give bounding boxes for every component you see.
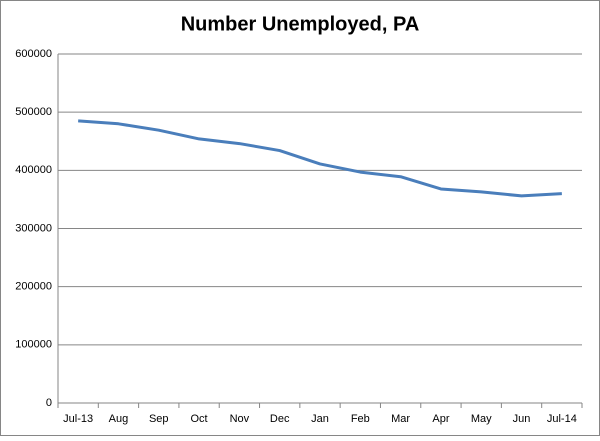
x-tick-label: Feb [351,413,370,425]
y-tick-label: 100000 [15,339,52,351]
x-tick-label: Sep [149,413,169,425]
x-tick-label: Jul-13 [63,413,93,425]
x-tick-label: Jul-14 [547,413,577,425]
x-tick-label: May [471,413,492,425]
x-tick-label: Oct [191,413,208,425]
y-tick-label: 600000 [15,48,52,60]
y-tick-label: 0 [46,397,52,409]
y-tick-label: 500000 [15,106,52,118]
x-tick-label: Jun [513,413,531,425]
data-line [78,119,562,198]
x-tick-label: Nov [230,413,250,425]
x-tick-label: Dec [270,413,290,425]
x-tick-label: Jan [311,413,329,425]
y-tick-label: 400000 [15,164,52,176]
x-tick-label: Mar [391,413,410,425]
y-tick-label: 300000 [15,222,52,234]
chart-title: Number Unemployed, PA [181,13,420,35]
x-tick-label: Apr [432,413,449,425]
x-tick-label: Aug [109,413,129,425]
y-tick-label: 200000 [15,281,52,293]
